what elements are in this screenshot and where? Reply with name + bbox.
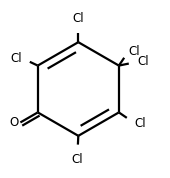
Text: Cl: Cl: [135, 117, 146, 130]
Text: Cl: Cl: [137, 55, 149, 68]
Text: Cl: Cl: [72, 153, 83, 166]
Text: Cl: Cl: [72, 12, 84, 25]
Text: Cl: Cl: [10, 52, 22, 65]
Text: Cl: Cl: [129, 45, 140, 58]
Text: O: O: [9, 116, 18, 129]
